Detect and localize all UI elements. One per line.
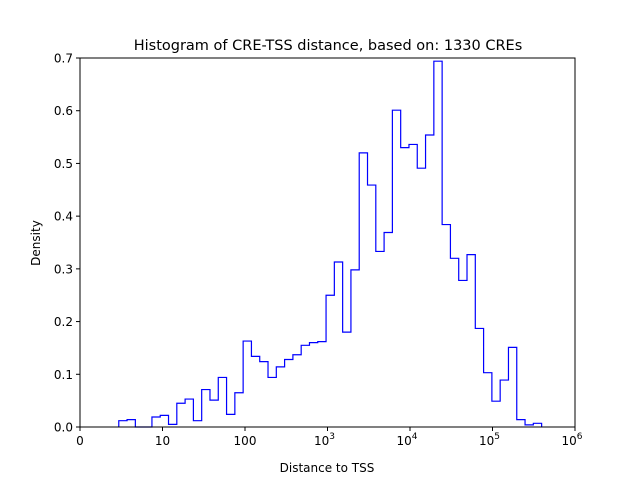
y-tick-label: 0.4 bbox=[54, 210, 73, 224]
histogram-bin bbox=[243, 341, 251, 427]
chart-title: Histogram of CRE-TSS distance, based on:… bbox=[134, 38, 523, 54]
histogram-bin bbox=[293, 355, 301, 427]
histogram-bin bbox=[210, 400, 218, 427]
histogram-bin bbox=[484, 373, 492, 427]
histogram-bin bbox=[309, 343, 317, 427]
histogram-bin bbox=[177, 403, 185, 427]
histogram-bin bbox=[127, 420, 135, 427]
histogram-bin bbox=[401, 148, 409, 427]
histogram-bin bbox=[492, 401, 500, 427]
histogram-bin bbox=[517, 420, 525, 427]
histogram-bin bbox=[119, 421, 127, 427]
y-tick-label: 0.3 bbox=[54, 262, 73, 276]
histogram-bin bbox=[467, 255, 475, 427]
histogram-bin bbox=[351, 270, 359, 427]
histogram-bin bbox=[434, 61, 442, 427]
histogram-bin bbox=[500, 380, 508, 427]
histogram-bin bbox=[193, 421, 201, 427]
histogram-bin bbox=[260, 362, 268, 427]
histogram-bin bbox=[326, 295, 334, 427]
histogram-bin bbox=[318, 342, 326, 427]
histogram-bin bbox=[417, 168, 425, 427]
histogram-bin bbox=[343, 332, 351, 427]
histogram-bin bbox=[185, 399, 193, 427]
x-tick-label: 100 bbox=[234, 434, 257, 448]
histogram-bin bbox=[276, 367, 284, 427]
x-axis-label: Distance to TSS bbox=[280, 461, 375, 475]
histogram-bin bbox=[508, 347, 516, 427]
y-tick-label: 0.5 bbox=[54, 157, 73, 171]
histogram-bin bbox=[202, 390, 210, 427]
x-tick-exponent: 3 bbox=[329, 432, 335, 442]
y-axis-label: Density bbox=[29, 220, 43, 266]
histogram-bin bbox=[376, 251, 384, 427]
histogram-bin bbox=[301, 345, 309, 427]
histogram-bin bbox=[218, 377, 226, 427]
histogram-bin bbox=[251, 356, 259, 427]
histogram-bin bbox=[160, 415, 168, 427]
histogram-bin bbox=[334, 262, 342, 427]
histogram-bin bbox=[392, 110, 400, 427]
histogram-bin bbox=[268, 377, 276, 427]
histogram-bin bbox=[384, 232, 392, 427]
y-tick-label: 0.7 bbox=[54, 52, 73, 66]
histogram-bin bbox=[235, 393, 243, 427]
x-tick-label: 10 bbox=[155, 434, 170, 448]
histogram-bin bbox=[359, 153, 367, 427]
x-tick-exponent: 5 bbox=[494, 432, 500, 442]
histogram-bin bbox=[475, 328, 483, 427]
histogram-bin bbox=[152, 417, 160, 427]
x-tick-exponent: 4 bbox=[412, 432, 418, 442]
y-tick-label: 0.2 bbox=[54, 315, 73, 329]
histogram-step-line bbox=[118, 60, 543, 428]
x-tick-exponent: 6 bbox=[577, 432, 583, 442]
plot-area bbox=[118, 60, 543, 428]
histogram-bin bbox=[368, 185, 376, 427]
histogram-bin bbox=[533, 423, 541, 427]
histogram-bin bbox=[285, 360, 293, 427]
histogram-bin bbox=[442, 225, 450, 427]
histogram-bin bbox=[426, 135, 434, 427]
histogram-bin bbox=[409, 144, 417, 427]
x-tick-label: 0 bbox=[76, 434, 84, 448]
y-tick-label: 0.6 bbox=[54, 104, 73, 118]
histogram-bin bbox=[459, 280, 467, 427]
y-tick-label: 0.1 bbox=[54, 368, 73, 382]
histogram-bin bbox=[450, 258, 458, 427]
histogram-bin bbox=[227, 414, 235, 427]
y-tick-label: 0.0 bbox=[54, 421, 73, 435]
y-axis: 0.0 0.1 0.2 0.3 0.4 0.5 0.6 0.7 bbox=[54, 52, 80, 435]
